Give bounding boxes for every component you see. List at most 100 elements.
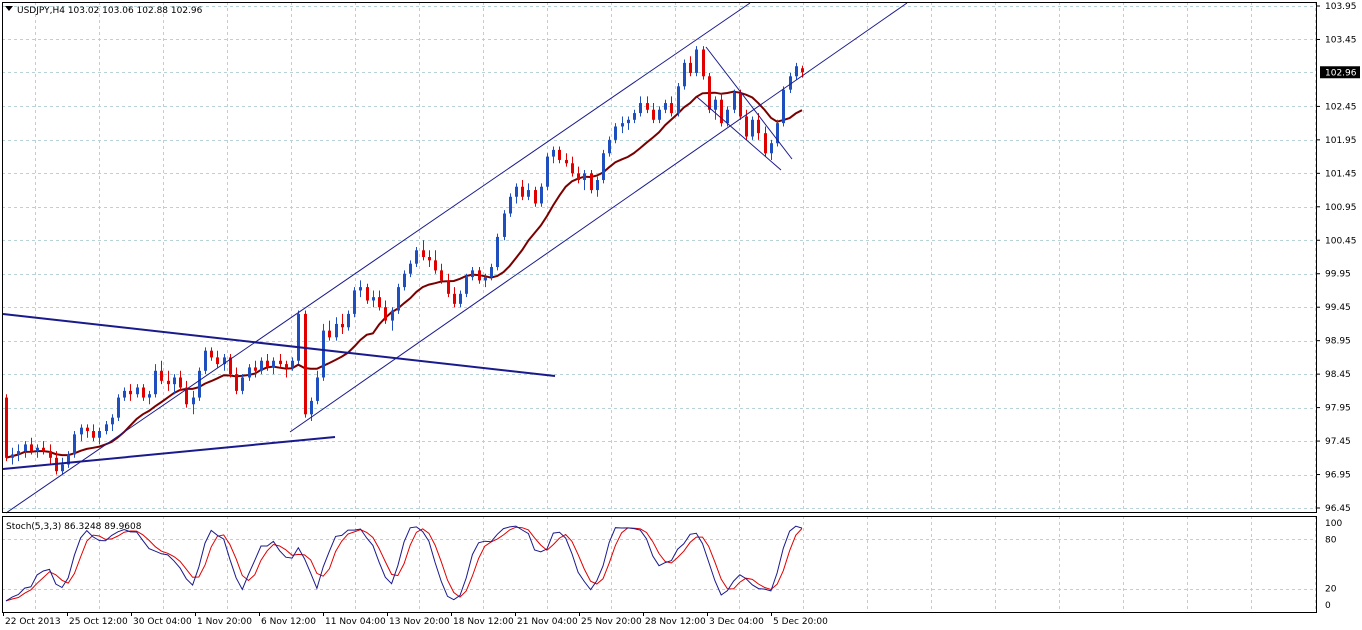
stoch-signal-line [5,526,803,602]
moving-average-line [5,90,803,459]
candle-body-82 [515,186,518,197]
stoch-tick-label-3: 0 [1325,601,1331,611]
candle-body-101 [633,113,636,120]
price-panel-frame [2,2,1317,513]
triangle-lower [2,436,336,470]
candle-body-6 [42,447,45,452]
candle-body-0 [5,397,8,458]
candle-body-1 [11,454,14,458]
stoch-tick-label-2: 20 [1325,585,1337,595]
candle-body-65 [409,263,412,274]
candle-body-49 [310,400,313,415]
candle-body-61 [384,307,387,321]
time-label-10: 28 Nov 12:00 [645,617,706,627]
price-tick-label-13: 96.95 [1325,471,1351,481]
time-label-2: 30 Oct 04:00 [133,617,192,627]
price-tick-label-3: 101.95 [1325,136,1357,146]
candle-body-94 [590,173,593,191]
candle-body-68 [428,257,431,261]
candle-body-93 [583,173,586,181]
candle-body-63 [397,287,400,311]
time-label-12: 5 Dec 20:00 [773,617,828,627]
candle-body-69 [434,260,437,271]
candle-body-52 [328,330,331,338]
candle-body-59 [372,297,375,301]
candle-body-9 [61,464,64,472]
price-tick-label-11: 97.95 [1325,404,1351,414]
candle-body-71 [447,280,450,294]
candle-body-7 [49,451,52,458]
candle-body-109 [683,62,686,87]
price-tick-label-7: 99.95 [1325,270,1351,280]
window-menu-icon[interactable] [5,6,13,11]
candle-body-67 [422,250,425,257]
channel-lower [289,2,908,433]
stoch-info: Stoch(5,3,3) 86.3248 89.9608 [6,522,142,532]
candle-body-106 [664,103,667,110]
candle-body-45 [285,364,288,368]
symbol-info: USDJPY,H4 103.02 103.06 102.88 102.96 [17,6,203,16]
stochastic-lines [5,525,803,602]
candle-body-87 [546,156,549,187]
price-tick-label-12: 97.45 [1325,437,1351,447]
candle-body-92 [577,173,580,181]
price-axis: 103.95 103.45 102.45 101.95 101.45 100.95 100.… [1316,2,1360,514]
candle-body-56 [353,290,356,314]
candle-body-80 [503,213,506,237]
candle-body-30 [192,397,195,405]
candle-body-24 [154,370,157,395]
price-tick-label-10: 98.45 [1325,370,1351,380]
candle-body-14 [92,431,95,438]
price-tick-label-2: 102.45 [1325,102,1357,112]
candle-body-88 [552,149,555,157]
time-label-8: 21 Nov 04:00 [517,617,578,627]
candle-body-118 [739,93,742,117]
candle-body-90 [565,159,568,164]
price-tick-label-0: 103.95 [1325,2,1357,12]
time-label-9: 25 Nov 20:00 [581,617,642,627]
candle-body-38 [241,377,244,391]
candle-body-105 [658,109,661,120]
candle-body-89 [558,149,561,160]
candle-body-113 [708,76,711,110]
candle-body-18 [117,397,120,418]
candle-body-128 [801,68,804,73]
candle-body-62 [391,310,394,321]
candle-body-107 [670,103,673,114]
price-tick-label-8: 99.45 [1325,303,1351,313]
candle-body-110 [689,62,692,73]
stoch-tick-label-1: 80 [1325,535,1337,545]
candle-body-15 [98,431,101,438]
candle-body-97 [608,139,611,154]
stoch-main-line [5,525,803,602]
candle-body-20 [129,390,132,395]
candle-body-25 [160,370,163,381]
candle-body-58 [366,287,369,301]
candle-body-55 [347,313,350,328]
candle-body-120 [751,119,754,137]
candle-body-12 [80,427,83,435]
candle-body-41 [260,360,263,371]
candle-body-73 [459,293,462,304]
candle-body-123 [770,143,773,154]
grid [2,2,1316,612]
triangle-upper [2,313,556,377]
candle-body-115 [720,99,723,124]
candle-body-26 [167,380,170,385]
candle-body-95 [596,180,599,191]
candle-body-91 [571,163,574,174]
candle-body-57 [359,287,362,291]
candle-body-35 [223,357,226,365]
candle-body-85 [534,190,537,204]
candle-body-23 [148,394,151,398]
candle-body-43 [272,360,275,368]
candle-body-121 [757,119,760,134]
candle-body-42 [266,360,269,368]
candle-body-17 [111,417,114,425]
price-tick-label-9: 98.95 [1325,337,1351,347]
stoch-tick-label-0: 100 [1325,519,1342,529]
candle-body-2 [17,451,20,455]
candle-body-46 [291,360,294,368]
current-price-label: 102.96 [1325,68,1357,78]
